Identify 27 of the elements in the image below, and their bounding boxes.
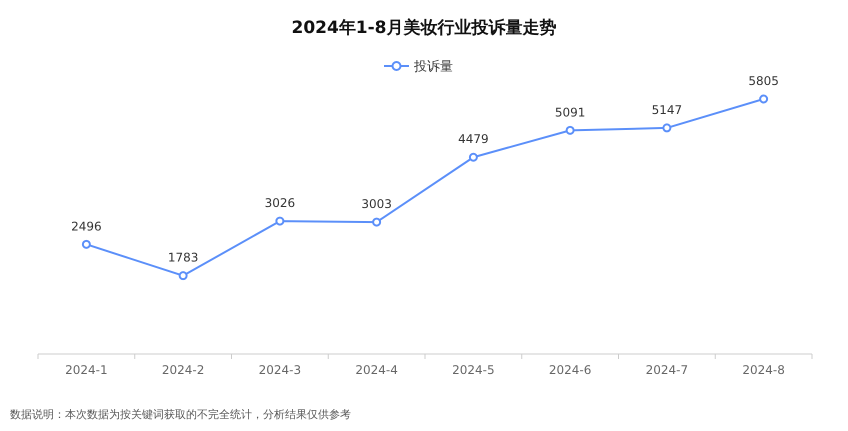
point xyxy=(662,123,672,132)
point xyxy=(275,216,284,226)
data-label: 3003 xyxy=(361,197,392,212)
x-tick-label: 2024-2 xyxy=(162,363,204,377)
x-tick-label: 2024-6 xyxy=(548,363,592,377)
x-tick-label: 2024-4 xyxy=(355,363,398,377)
data-label: 1783 xyxy=(168,250,198,265)
point xyxy=(566,126,575,135)
data-label: 4479 xyxy=(458,132,489,146)
chart-title: 2024年1-8月美妆行业投诉量走势 xyxy=(291,18,557,38)
data-label: 2496 xyxy=(71,219,102,234)
x-tick-label: 2024-7 xyxy=(646,363,688,377)
x-tick-label: 2024-1 xyxy=(65,363,108,377)
x-tick-label: 2024-3 xyxy=(258,363,302,377)
point xyxy=(372,218,382,227)
point xyxy=(82,240,91,249)
data-label: 5805 xyxy=(748,74,779,88)
data-label: 5091 xyxy=(554,105,586,120)
point xyxy=(178,271,188,280)
legend-label: 投诉量 xyxy=(413,60,453,74)
text: 数据说明：本次数据为按关键词获取的不完全统计，分析结果仅供参考 xyxy=(10,408,351,421)
data-label: 5147 xyxy=(652,102,682,117)
data-label: 3026 xyxy=(264,196,296,210)
x-tick-label: 2024-8 xyxy=(742,363,785,377)
point xyxy=(468,152,478,162)
x-tick-label: 2024-5 xyxy=(452,363,495,377)
point xyxy=(759,94,768,104)
